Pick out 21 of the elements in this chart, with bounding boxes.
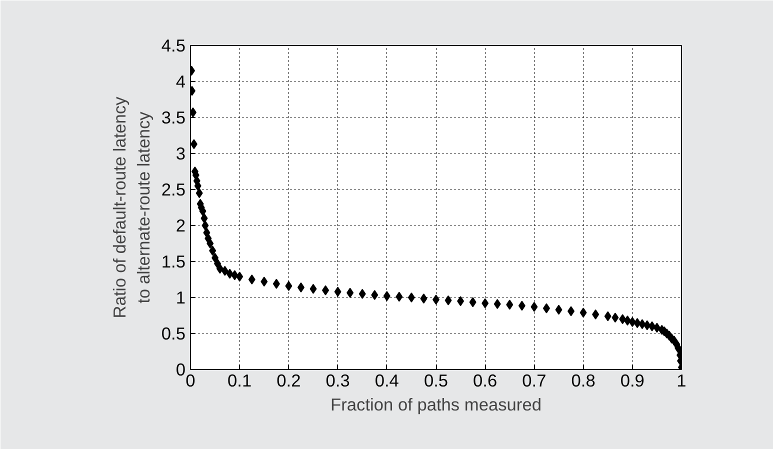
x-tick-label: 0.1 xyxy=(228,370,252,390)
y-tick-label: 0.5 xyxy=(161,324,186,344)
x-tick-label: 0.5 xyxy=(424,370,448,390)
x-tick-label: 1 xyxy=(676,370,686,390)
x-tick-label: 0.4 xyxy=(374,370,400,390)
y-tick-label: 4 xyxy=(176,72,186,92)
x-tick-label: 0.2 xyxy=(276,370,301,390)
y-axis-title: Ratio of default-route latency to alternate-route latency xyxy=(109,96,154,318)
x-tick-label: 0.7 xyxy=(522,370,546,390)
x-axis-title: Fraction of paths measured xyxy=(330,394,542,414)
y-tick-label: 1.5 xyxy=(161,252,186,272)
y-tick-label: 4.5 xyxy=(161,36,186,56)
y-tick-label: 2 xyxy=(176,216,186,236)
y-tick-label: 2.5 xyxy=(161,180,186,200)
y-tick-label: 3 xyxy=(176,144,186,164)
x-tick-label: 0.6 xyxy=(473,370,498,390)
y-tick-label: 1 xyxy=(176,288,186,308)
x-tick-label: 0.8 xyxy=(571,370,596,390)
x-tick-label: 0.9 xyxy=(620,370,644,390)
y-tick-label: 3.5 xyxy=(161,108,186,128)
x-tick-label: 0.3 xyxy=(326,370,350,390)
